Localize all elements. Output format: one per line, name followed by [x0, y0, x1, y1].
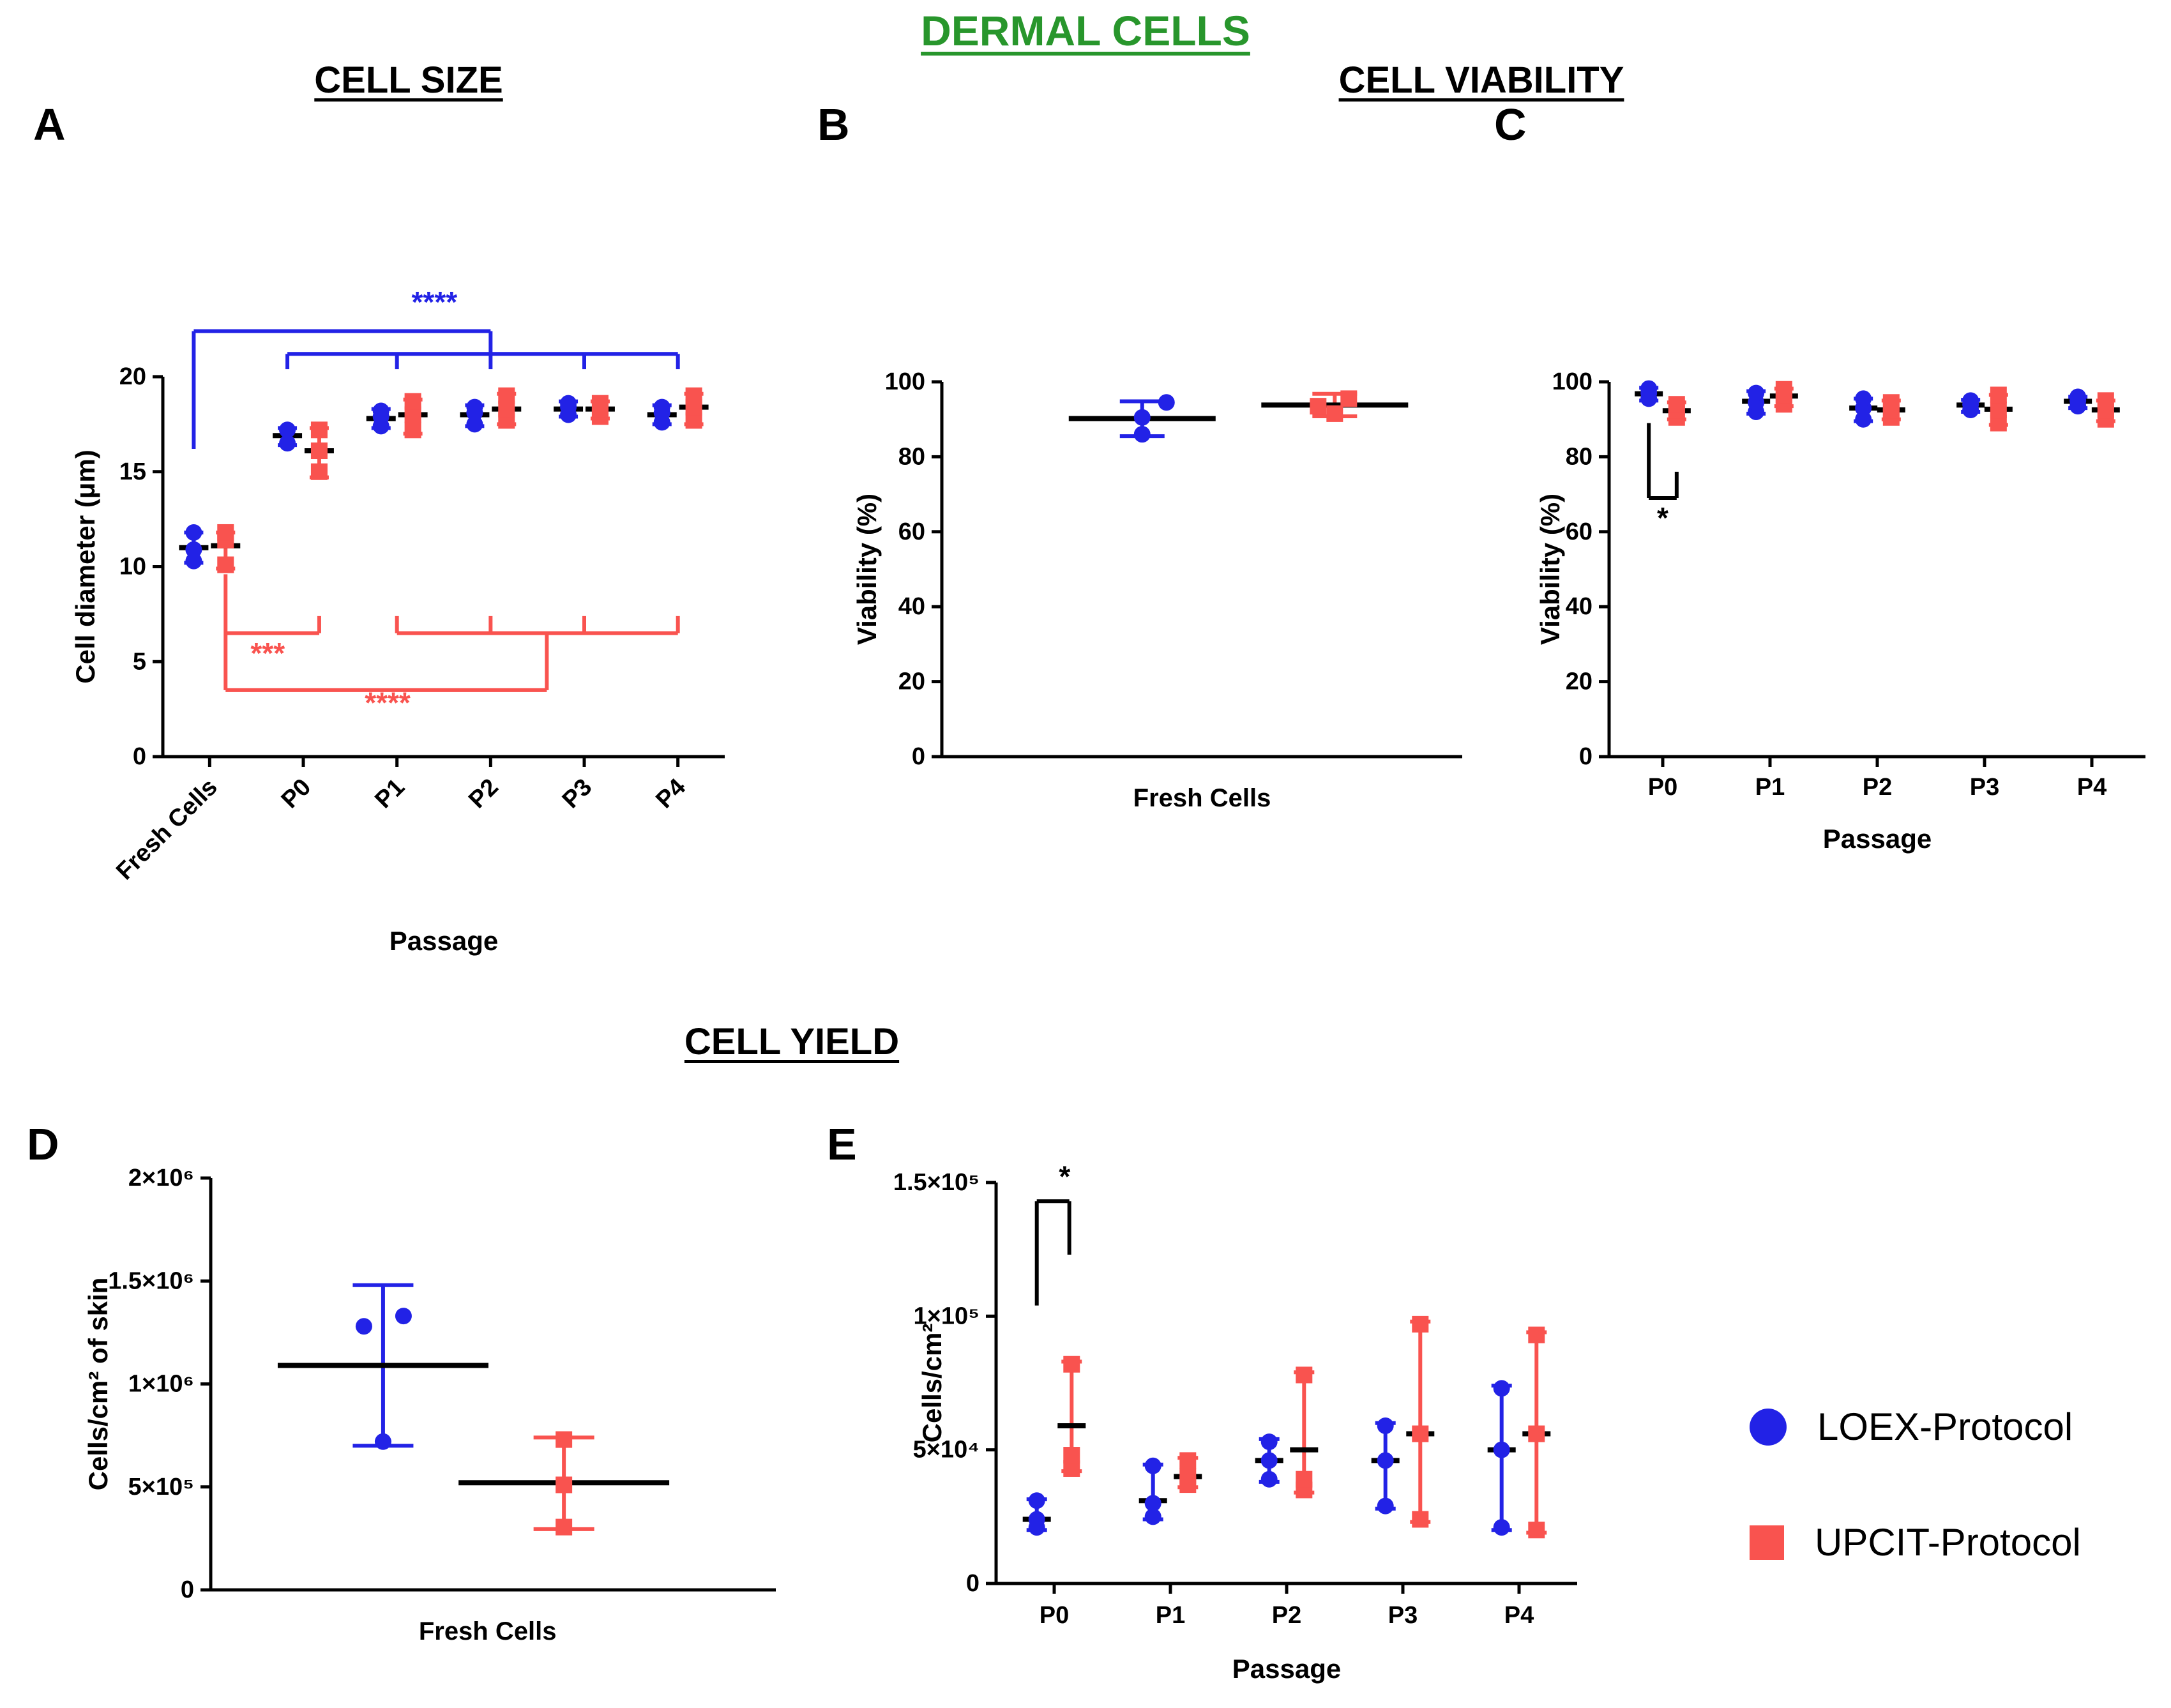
svg-text:P4: P4: [651, 774, 691, 814]
svg-text:1.5×10⁵: 1.5×10⁵: [893, 1169, 980, 1196]
svg-text:P4: P4: [1504, 1602, 1534, 1629]
svg-text:P3: P3: [557, 774, 598, 814]
section-header-cell-yield: CELL YIELD: [684, 1021, 900, 1062]
svg-text:P1: P1: [370, 774, 410, 814]
legend-item-upcit: UPCIT-Protocol: [1750, 1520, 2081, 1564]
svg-text:P2: P2: [1863, 774, 1892, 801]
svg-text:Fresh Cells: Fresh Cells: [111, 774, 223, 886]
panel-letter-b: B: [817, 100, 850, 149]
svg-text:Viability (%): Viability (%): [1535, 494, 1565, 645]
panel-letter-e: E: [827, 1119, 857, 1169]
svg-text:***: ***: [250, 637, 285, 670]
legend: LOEX-Protocol UPCIT-Protocol: [1750, 1405, 2081, 1564]
section-header-cell-viability: CELL VIABILITY: [1338, 59, 1624, 101]
svg-text:0: 0: [133, 743, 146, 770]
svg-text:P1: P1: [1156, 1602, 1185, 1629]
svg-text:P3: P3: [1388, 1602, 1418, 1629]
svg-text:60: 60: [1566, 518, 1592, 545]
svg-text:5×10⁴: 5×10⁴: [913, 1437, 980, 1463]
svg-text:Cells/cm² of skin: Cells/cm² of skin: [83, 1278, 113, 1491]
svg-text:0: 0: [181, 1576, 194, 1603]
panel-letter-a: A: [33, 100, 66, 149]
svg-text:Passage: Passage: [390, 926, 498, 956]
svg-text:Cells/cm²: Cells/cm²: [917, 1324, 947, 1443]
section-header-cell-size: CELL SIZE: [314, 59, 503, 101]
svg-text:1×10⁵: 1×10⁵: [914, 1303, 980, 1329]
svg-text:P0: P0: [276, 774, 317, 814]
svg-text:1.5×10⁶: 1.5×10⁶: [108, 1267, 194, 1294]
svg-text:P1: P1: [1755, 774, 1785, 801]
svg-text:0: 0: [966, 1570, 980, 1597]
svg-text:P2: P2: [1272, 1602, 1301, 1629]
svg-text:5: 5: [133, 648, 146, 675]
panel-d-svg: 0 5×10⁵ 1×10⁶ 1.5×10⁶ 2×10⁶ Fresh Cells Cells/…: [83, 1165, 776, 1645]
loex-circle-icon: [1750, 1408, 1787, 1446]
svg-text:P2: P2: [464, 774, 504, 814]
svg-text:20: 20: [1566, 669, 1592, 695]
panel-b-svg: 0 20 40 60 80 100 Fresh Cells Viability (%): [852, 368, 1462, 812]
svg-text:40: 40: [898, 593, 925, 620]
svg-text:15: 15: [119, 458, 146, 485]
svg-text:2×10⁶: 2×10⁶: [128, 1165, 194, 1191]
svg-text:Passage: Passage: [1823, 824, 1932, 854]
panel-letter-d: D: [27, 1119, 59, 1169]
upcit-square-icon: [1750, 1525, 1784, 1560]
legend-item-loex: LOEX-Protocol: [1750, 1405, 2081, 1449]
panel-letter-c: C: [1494, 100, 1527, 149]
svg-text:Viability (%): Viability (%): [852, 494, 882, 645]
svg-text:0: 0: [1579, 743, 1592, 770]
svg-text:P0: P0: [1040, 1602, 1069, 1629]
panel-c-viability-passage-chart: 0 20 40 60 80 100 P0 P1 P2 P3 P4 Viability (%) Passa…: [1532, 332, 2171, 881]
svg-text:Cell diameter (μm): Cell diameter (μm): [70, 450, 100, 683]
svg-text:80: 80: [1566, 443, 1592, 470]
panel-d-yield-fresh-chart: 0 5×10⁵ 1×10⁶ 1.5×10⁶ 2×10⁶ Fresh Cells Cells/…: [77, 1137, 811, 1686]
svg-text:****: ****: [365, 686, 411, 720]
legend-label-loex: LOEX-Protocol: [1817, 1405, 2073, 1448]
svg-text:40: 40: [1566, 593, 1592, 620]
panel-a-cell-size-chart: 0 5 10 15 20 Fresh Cells P0 P1 P2 P3 P4 Cell diamet…: [64, 275, 779, 971]
svg-text:60: 60: [898, 518, 925, 545]
svg-text:P4: P4: [2077, 774, 2107, 801]
panel-e-yield-passage-chart: 0 5×10⁴ 1×10⁵ 1.5×10⁵ P0 P1 P2 P3 P4 Cells/cm² Pas…: [893, 1137, 1628, 1705]
svg-text:*: *: [1657, 501, 1668, 534]
panel-a-svg: 0 5 10 15 20 Fresh Cells P0 P1 P2 P3 P4 Cell diamet…: [70, 285, 725, 956]
legend-label-upcit: UPCIT-Protocol: [1815, 1521, 2081, 1564]
panel-c-svg: 0 20 40 60 80 100 P0 P1 P2 P3 P4 Viability (%) Passa…: [1535, 368, 2145, 854]
svg-text:*: *: [1059, 1160, 1070, 1193]
svg-text:20: 20: [119, 363, 146, 390]
svg-text:20: 20: [898, 669, 925, 695]
svg-text:80: 80: [898, 443, 925, 470]
svg-text:5×10⁵: 5×10⁵: [128, 1474, 194, 1500]
svg-text:****: ****: [412, 285, 458, 319]
svg-text:Fresh Cells: Fresh Cells: [1133, 784, 1271, 812]
panel-b-viability-fresh-chart: 0 20 40 60 80 100 Fresh Cells Viability (%): [849, 332, 1488, 830]
svg-text:P0: P0: [1648, 774, 1677, 801]
svg-text:P3: P3: [1970, 774, 1999, 801]
svg-text:100: 100: [1552, 368, 1592, 395]
svg-text:Fresh Cells: Fresh Cells: [419, 1617, 557, 1645]
svg-text:1×10⁶: 1×10⁶: [128, 1371, 194, 1398]
svg-text:Passage: Passage: [1232, 1654, 1341, 1684]
figure-title: DERMAL CELLS: [921, 7, 1250, 54]
svg-text:100: 100: [885, 368, 925, 395]
svg-text:10: 10: [119, 554, 146, 580]
svg-text:0: 0: [912, 743, 925, 770]
panel-e-svg: 0 5×10⁴ 1×10⁵ 1.5×10⁵ P0 P1 P2 P3 P4 Cells/cm² Pas…: [893, 1160, 1577, 1684]
